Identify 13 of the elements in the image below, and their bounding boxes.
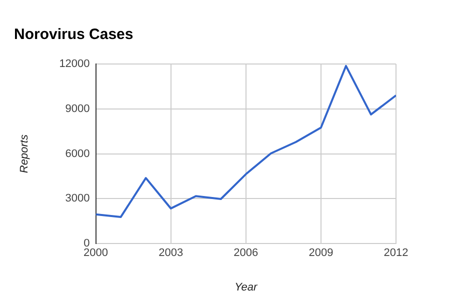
x-tick-label: 2009 <box>308 247 334 260</box>
y-tick-label: 3000 <box>65 192 90 205</box>
x-tick-label: 2012 <box>384 247 408 260</box>
y-tick-label: 12000 <box>59 58 90 70</box>
y-tick-label: 0 <box>84 238 90 250</box>
x-tick-label: 2003 <box>158 247 184 260</box>
chart-title: Norovirus Cases <box>14 26 134 44</box>
x-tick-label: 2006 <box>234 247 258 260</box>
x-tick-label: 2000 <box>84 247 108 260</box>
y-axis-title: Reports <box>18 134 31 174</box>
y-tick-label: 6000 <box>65 148 90 160</box>
y-tick-label: 9000 <box>65 102 90 115</box>
x-axis-title: Year <box>234 281 259 294</box>
